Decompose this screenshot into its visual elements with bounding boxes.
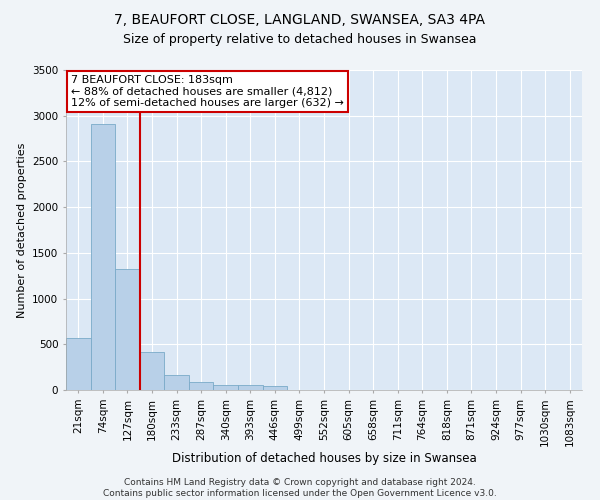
X-axis label: Distribution of detached houses by size in Swansea: Distribution of detached houses by size …	[172, 452, 476, 465]
Bar	[214, 384, 238, 390]
Bar	[189, 382, 214, 390]
Bar	[164, 376, 189, 390]
Bar	[238, 386, 263, 390]
Bar	[66, 338, 91, 390]
Text: 7, BEAUFORT CLOSE, LANGLAND, SWANSEA, SA3 4PA: 7, BEAUFORT CLOSE, LANGLAND, SWANSEA, SA…	[115, 12, 485, 26]
Bar	[140, 352, 164, 390]
Bar	[91, 124, 115, 390]
Bar	[115, 270, 140, 390]
Bar	[263, 386, 287, 390]
Y-axis label: Number of detached properties: Number of detached properties	[17, 142, 26, 318]
Text: Size of property relative to detached houses in Swansea: Size of property relative to detached ho…	[123, 32, 477, 46]
Text: Contains HM Land Registry data © Crown copyright and database right 2024.
Contai: Contains HM Land Registry data © Crown c…	[103, 478, 497, 498]
Text: 7 BEAUFORT CLOSE: 183sqm
← 88% of detached houses are smaller (4,812)
12% of sem: 7 BEAUFORT CLOSE: 183sqm ← 88% of detach…	[71, 75, 344, 108]
